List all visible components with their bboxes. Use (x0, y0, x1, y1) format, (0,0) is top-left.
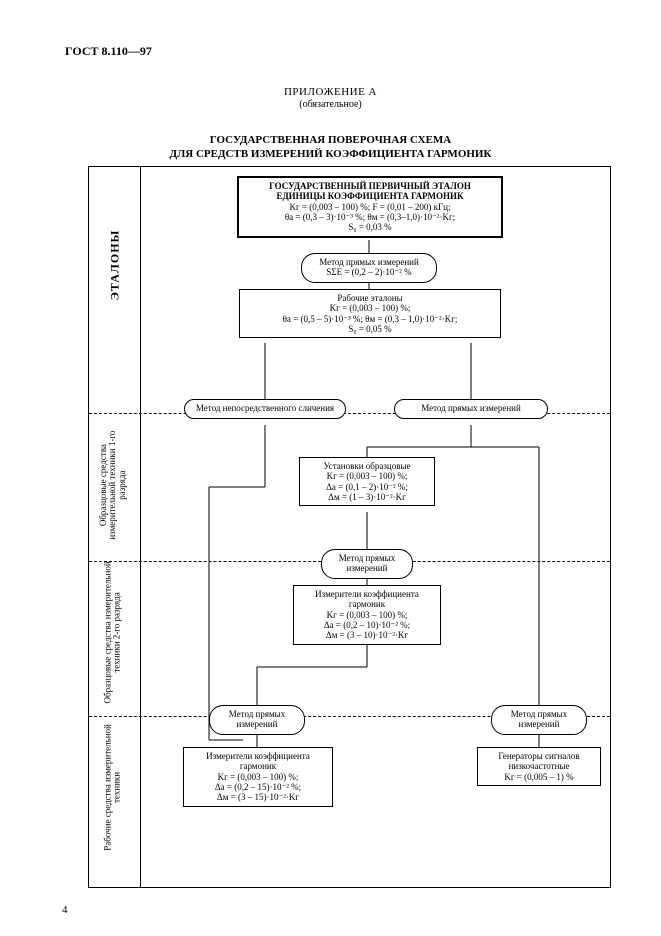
title-line-2: ДЛЯ СРЕДСТВ ИЗМЕРЕНИЙ КОЭФФИЦИЕНТА ГАРМО… (0, 148, 661, 162)
node-method-direct-1: Метод прямых измерений (394, 399, 548, 419)
appendix-note: (обязательное) (0, 99, 661, 110)
appendix-name: ПРИЛОЖЕНИЕ А (0, 86, 661, 98)
node-gen-t: Генераторы сигналов низкочастотные (498, 751, 579, 771)
diagram-title: ГОСУДАРСТВЕННАЯ ПОВЕРОЧНАЯ СХЕМА ДЛЯ СРЕ… (0, 134, 661, 162)
node-meters-r4-l1: Kг = (0,003 – 100) %; (218, 772, 299, 782)
node-method-direct-3: Метод прямых измерений (209, 705, 305, 735)
node-working-l1: Kг = (0,003 – 100) %; (330, 303, 411, 313)
appendix-block: ПРИЛОЖЕНИЕ А (обязательное) (0, 86, 661, 110)
node-refunits-l2: Δа = (0,1 – 2)·10⁻² %; (326, 482, 408, 492)
node-meters-r4-t: Измерители коэффициента гармоник (206, 751, 310, 771)
node-working-l3: S₀ = 0,05 % (348, 324, 391, 334)
node-meters-r3-l2: Δа = (0,2 – 10)·10⁻² %; (324, 620, 410, 630)
node-primary-standard: ГОСУДАРСТВЕННЫЙ ПЕРВИЧНЫЙ ЭТАЛОН ЕДИНИЦЫ… (237, 176, 503, 238)
node-method-direct-2: Метод прямых измерений (321, 549, 413, 579)
node-working-t: Рабочие эталоны (337, 293, 402, 303)
node-meters-r3: Измерители коэффициента гармоник Kг = (0… (293, 585, 441, 645)
node-refunits-l3: Δм = (1 – 3)·10⁻²·Kг (328, 492, 406, 502)
node-refunits-t: Установки образцовые (323, 461, 410, 471)
page-number: 4 (62, 904, 68, 916)
node-refunits-l1: Kг = (0,003 – 100) %; (327, 471, 408, 481)
node-meters-r3-t: Измерители коэффициента гармоник (315, 589, 419, 609)
node-primary-l1: Kг = (0,003 – 100) %; F = (0,01 – 200) к… (290, 202, 451, 212)
node-reference-units: Установки образцовые Kг = (0,003 – 100) … (299, 457, 435, 506)
node-primary-title: ГОСУДАРСТВЕННЫЙ ПЕРВИЧНЫЙ ЭТАЛОН ЕДИНИЦЫ… (269, 181, 471, 201)
node-method-1-t: Метод прямых измерений (319, 257, 419, 267)
node-primary-l2: θа = (0,3 – 3)·10⁻³ %; θм = (0,3–1,0)·10… (285, 212, 455, 222)
node-gen-l1: Kг = (0,005 – 1) % (504, 772, 573, 782)
node-method-compare: Метод непосредственного сличения (184, 399, 346, 419)
title-line-1: ГОСУДАРСТВЕННАЯ ПОВЕРОЧНАЯ СХЕМА (0, 134, 661, 148)
node-working-standards: Рабочие эталоны Kг = (0,003 – 100) %; θа… (239, 289, 501, 338)
node-meters-r4-l2: Δа = (0,2 – 15)·10⁻² %; (215, 782, 301, 792)
node-method-1-l1: SΣΕ = (0,2 – 2)·10⁻² % (326, 267, 411, 277)
page: ГОСТ 8.110—97 ПРИЛОЖЕНИЕ А (обязательное… (0, 0, 661, 936)
node-working-l2: θа = (0,5 – 5)·10⁻³ %; θм = (0,3 – 1,0)·… (283, 314, 458, 324)
node-meters-r4-l3: Δм = (3 – 15)·10⁻²·Kг (217, 792, 299, 802)
node-primary-l3: S₀ = 0,03 % (348, 222, 391, 232)
node-method-direct-4: Метод прямых измерений (491, 705, 587, 735)
node-meters-r3-l1: Kг = (0,003 – 100) %; (327, 610, 408, 620)
node-method-1: Метод прямых измерений SΣΕ = (0,2 – 2)·1… (301, 253, 437, 283)
node-meters-r3-l3: Δм = (3 – 10)·10⁻²·Kг (326, 630, 408, 640)
node-meters-r4: Измерители коэффициента гармоник Kг = (0… (183, 747, 333, 807)
doc-header: ГОСТ 8.110—97 (65, 44, 152, 59)
diagram-frame: ЭТАЛОНЫ Образцовые средства измерительно… (88, 166, 611, 888)
node-generators: Генераторы сигналов низкочастотные Kг = … (477, 747, 601, 786)
